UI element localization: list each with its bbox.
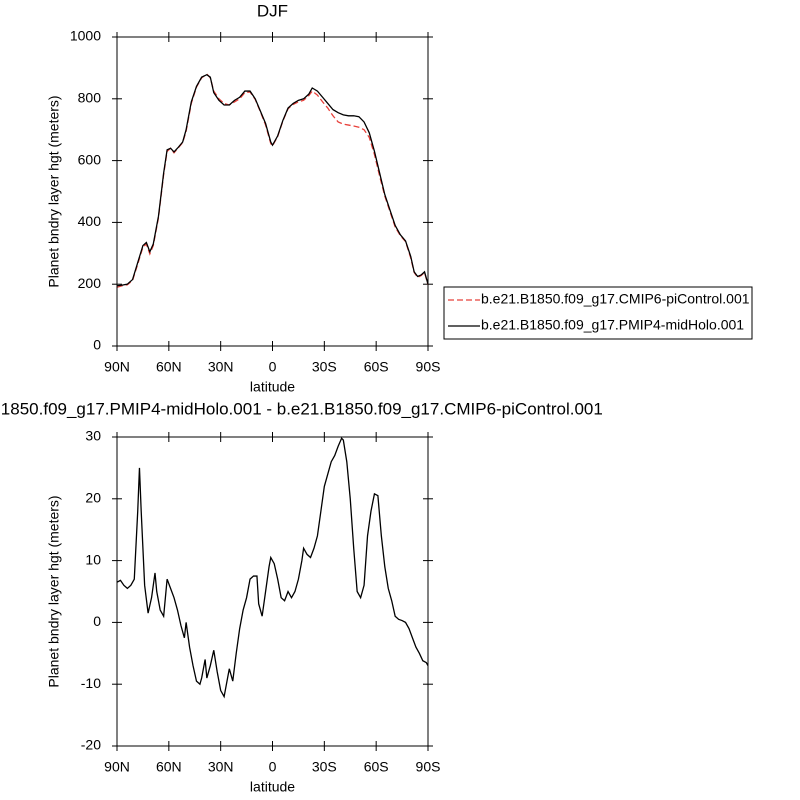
y-tick-label: 10 bbox=[85, 551, 101, 567]
chart-title: DJF bbox=[257, 1, 288, 20]
x-tick-label: 90S bbox=[416, 759, 441, 775]
legend-label: b.e21.B1850.f09_g17.PMIP4-midHolo.001 bbox=[481, 317, 744, 333]
y-tick-label: -20 bbox=[81, 737, 101, 753]
x-tick-label: 30S bbox=[312, 759, 337, 775]
y-axis-label: Planet bndry layer hgt (meters) bbox=[46, 495, 62, 687]
x-tick-label: 30N bbox=[208, 759, 234, 775]
plot-frame bbox=[116, 436, 429, 747]
y-tick-label: 600 bbox=[78, 151, 102, 167]
chart-title: b.e21.B1850.f09_g17.PMIP4-midHolo.001 - … bbox=[0, 399, 603, 418]
data-line bbox=[116, 73, 429, 287]
y-tick-label: 20 bbox=[85, 490, 101, 506]
legend-box bbox=[443, 286, 753, 340]
y-tick-label: 800 bbox=[78, 90, 102, 106]
x-tick-label: 0 bbox=[269, 759, 277, 775]
plot-frame bbox=[116, 36, 429, 347]
y-tick-label: 0 bbox=[93, 613, 101, 629]
y-tick-label: 30 bbox=[85, 428, 101, 444]
x-tick-label: 30N bbox=[208, 359, 234, 375]
x-tick-label: 60S bbox=[364, 359, 389, 375]
x-tick-label: 90N bbox=[104, 759, 130, 775]
x-tick-label: 90S bbox=[416, 359, 441, 375]
x-tick-label: 60S bbox=[364, 759, 389, 775]
y-tick-label: 1000 bbox=[70, 28, 101, 44]
legend-label: b.e21.B1850.f09_g17.CMIP6-piControl.001 bbox=[481, 291, 750, 307]
y-axis-label: Planet bndry layer hgt (meters) bbox=[46, 95, 62, 287]
y-tick-label: 0 bbox=[93, 337, 101, 353]
y-tick-label: 400 bbox=[78, 213, 102, 229]
x-axis-label: latitude bbox=[250, 379, 295, 395]
x-axis-label: latitude bbox=[250, 779, 295, 795]
x-tick-label: 30S bbox=[312, 359, 337, 375]
data-line bbox=[116, 437, 429, 699]
x-tick-label: 90N bbox=[104, 359, 130, 375]
x-tick-label: 0 bbox=[269, 359, 277, 375]
y-tick-label: -10 bbox=[81, 675, 101, 691]
x-tick-label: 60N bbox=[156, 759, 182, 775]
y-tick-label: 200 bbox=[78, 275, 102, 291]
x-tick-label: 60N bbox=[156, 359, 182, 375]
